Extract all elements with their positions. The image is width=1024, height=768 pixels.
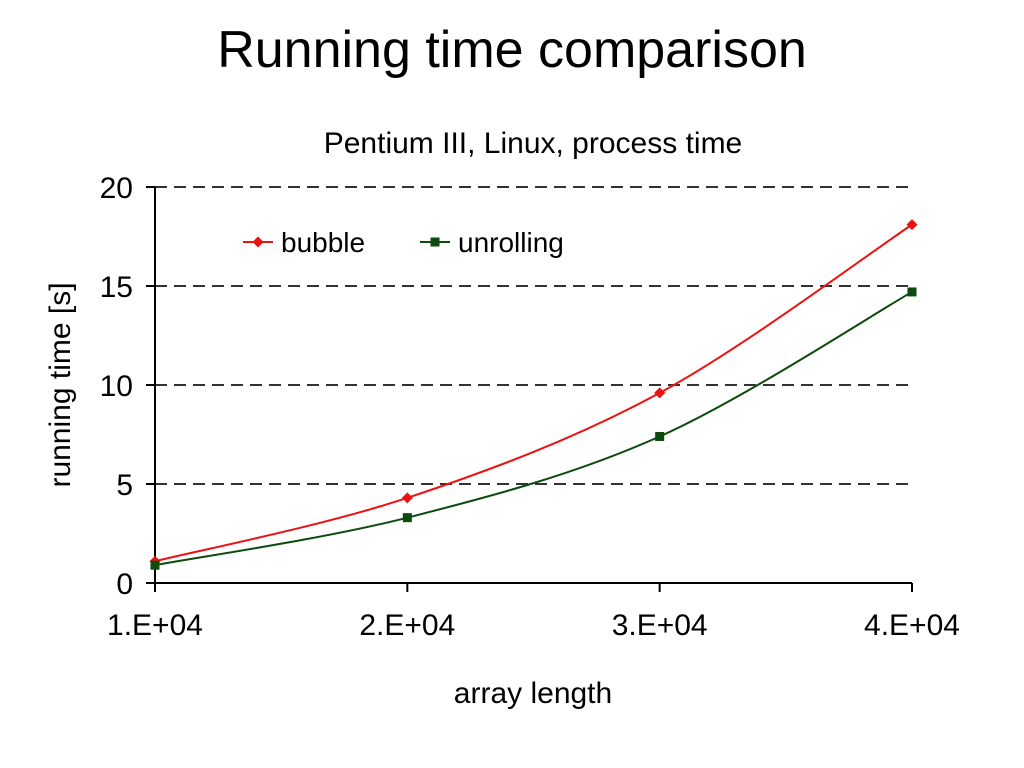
data-point-bubble xyxy=(654,387,666,399)
legend-label: unrolling xyxy=(458,227,564,258)
y-axis-title: running time [s] xyxy=(44,282,77,487)
data-point-unrolling xyxy=(402,513,412,523)
x-tick-label: 2.E+04 xyxy=(359,609,455,642)
data-point-bubble xyxy=(401,492,413,504)
data-point-unrolling xyxy=(655,431,665,441)
legend-item-unrolling: unrolling xyxy=(420,227,564,258)
y-tick-label: 0 xyxy=(116,568,133,601)
legend: bubble unrolling xyxy=(243,227,564,258)
legend-item-bubble: bubble xyxy=(243,227,365,258)
x-tick-label: 1.E+04 xyxy=(107,609,203,642)
chart-title: Pentium III, Linux, process time xyxy=(324,127,743,160)
series-line-bubble xyxy=(154,223,913,563)
series xyxy=(149,219,918,570)
series-bubble xyxy=(149,219,918,567)
series-line-unrolling xyxy=(154,291,913,567)
slide-title: Running time comparison xyxy=(217,21,807,79)
data-point-unrolling xyxy=(150,560,160,570)
x-tick-label: 4.E+04 xyxy=(864,609,960,642)
y-tick-label: 15 xyxy=(100,271,133,304)
data-point-unrolling xyxy=(907,287,917,297)
legend-label: bubble xyxy=(281,227,365,258)
y-tick-label: 5 xyxy=(116,469,133,502)
x-axis-title: array length xyxy=(454,677,612,710)
y-tick-label: 20 xyxy=(100,172,133,205)
legend-marker xyxy=(252,236,264,248)
data-point-bubble xyxy=(906,219,918,231)
x-tick-label: 3.E+04 xyxy=(612,609,708,642)
legend-marker xyxy=(430,237,440,247)
y-tick-label: 10 xyxy=(100,370,133,403)
series-unrolling xyxy=(150,287,917,570)
axes: 0 5 10 15 20 1.E+04 2.E+04 3.E+04 4.E+04 xyxy=(100,172,960,642)
gridlines xyxy=(155,186,912,485)
